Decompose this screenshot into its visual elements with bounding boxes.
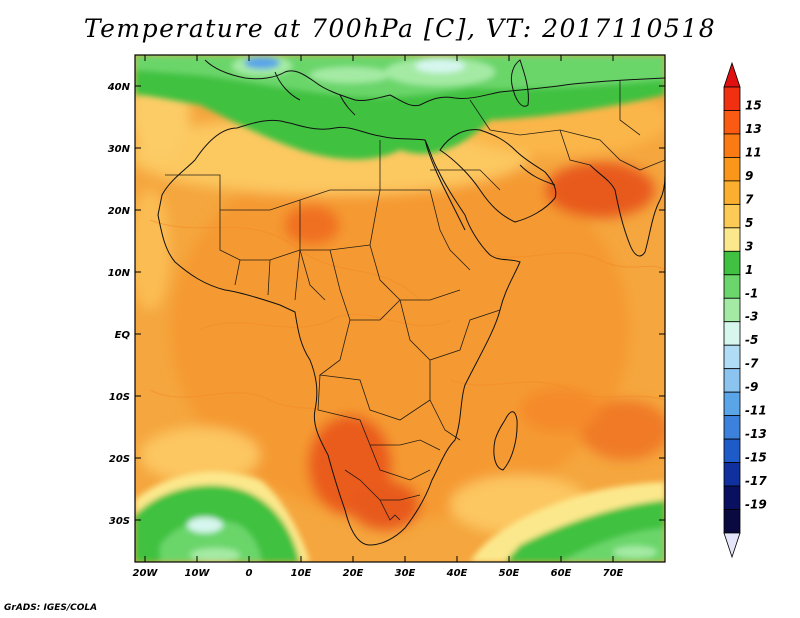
cold-spot-iberia bbox=[244, 57, 280, 69]
lon-label: 60E bbox=[551, 568, 572, 579]
colorbar-label: -9 bbox=[745, 380, 758, 394]
india-coastline bbox=[589, 164, 665, 257]
colorbar-swatch bbox=[723, 250, 741, 276]
lon-label: 0 bbox=[246, 568, 253, 579]
lat-label: 30N bbox=[108, 144, 131, 155]
colorbar-label: -15 bbox=[745, 451, 767, 465]
lat-label: 40N bbox=[107, 82, 131, 93]
colorbar-label: 11 bbox=[745, 145, 762, 159]
temperature-field bbox=[135, 55, 665, 562]
colorbar-label: 1 bbox=[745, 263, 753, 277]
lon-label: 20E bbox=[343, 568, 364, 579]
colorbar-swatch bbox=[723, 274, 741, 299]
colorbar-label: -5 bbox=[745, 333, 758, 347]
lon-label: 30E bbox=[395, 568, 416, 579]
colorbar-swatch bbox=[723, 321, 741, 346]
hot-spot-south-africa bbox=[350, 480, 420, 530]
lon-label: 40E bbox=[446, 568, 468, 579]
colorbar-label: -7 bbox=[745, 357, 759, 371]
lon-label: 70E bbox=[603, 568, 624, 579]
colorbar-over-arrow bbox=[723, 61, 741, 88]
europe-coastline bbox=[204, 59, 665, 107]
colorbar-swatch bbox=[723, 391, 741, 417]
lon-label: 50E bbox=[499, 568, 520, 579]
colorbar-under-arrow bbox=[723, 532, 741, 559]
colorbar-label: -17 bbox=[745, 474, 767, 488]
colorbar-swatch bbox=[723, 297, 741, 323]
colorbar-swatch bbox=[723, 133, 741, 158]
map-title: Temperature at 700hPa [C], VT: 201711051… bbox=[83, 14, 717, 43]
colorbar-swatch bbox=[723, 180, 741, 205]
lon-label: 10W bbox=[185, 568, 211, 579]
lat-label: 30S bbox=[109, 516, 130, 527]
colorbar-swatch bbox=[723, 415, 741, 440]
colorbar-swatch bbox=[723, 227, 741, 252]
colorbar-label: -11 bbox=[745, 404, 767, 418]
colorbar-label: 15 bbox=[745, 98, 762, 112]
map-frame bbox=[134, 54, 666, 563]
colorbar-swatch bbox=[723, 368, 741, 393]
colorbar-label: -13 bbox=[745, 427, 767, 441]
lon-label: 20W bbox=[133, 568, 159, 579]
colorbar-label: -19 bbox=[745, 498, 767, 512]
coastlines bbox=[157, 59, 665, 546]
lat-label: 20N bbox=[108, 206, 131, 217]
longitude-axis: 20W 10W 0 10E 20E 30E 40E 50E 60E 70E bbox=[133, 55, 624, 579]
colorbar-swatch bbox=[723, 203, 741, 229]
lat-label: EQ bbox=[115, 330, 131, 341]
colorbar: 15 13 11 9 7 5 3 1 -1 -3 -5 -7 -9 -11 -13 -15 -17 -19 bbox=[723, 61, 767, 559]
field-tan-southwest bbox=[140, 427, 260, 483]
madagascar-coastline bbox=[493, 411, 518, 471]
colorbar-swatch bbox=[723, 86, 741, 111]
colorbar-label: 13 bbox=[745, 122, 762, 136]
colorbar-swatch bbox=[723, 110, 741, 135]
country-borders bbox=[165, 80, 665, 521]
colorbar-label: 7 bbox=[745, 192, 754, 206]
hot-spot-india bbox=[545, 162, 655, 218]
colorbar-swatch bbox=[723, 157, 741, 182]
hot-spot-sahel bbox=[284, 205, 340, 245]
colorbar-label: 5 bbox=[745, 216, 753, 230]
lat-label: 20S bbox=[109, 454, 130, 465]
colorbar-swatch bbox=[723, 509, 741, 534]
colorbar-label: 9 bbox=[745, 169, 753, 183]
colorbar-label: -3 bbox=[745, 310, 758, 324]
colorbar-label: 3 bbox=[745, 239, 753, 253]
colorbar-swatch bbox=[723, 462, 741, 487]
colorbar-swatch bbox=[723, 485, 741, 510]
field-warm-core bbox=[170, 140, 630, 520]
colorbar-swatch bbox=[723, 438, 741, 463]
lat-label: 10S bbox=[109, 392, 130, 403]
latitude-axis: 40N 30N 20N 10N EQ 10S 20S 30S bbox=[107, 82, 665, 527]
colorbar-swatch bbox=[723, 344, 741, 370]
grads-credit: GrADS: IGES/COLA bbox=[4, 603, 98, 613]
lon-label: 10E bbox=[291, 568, 312, 579]
lat-label: 10N bbox=[108, 268, 131, 279]
colorbar-label: -1 bbox=[745, 286, 758, 300]
